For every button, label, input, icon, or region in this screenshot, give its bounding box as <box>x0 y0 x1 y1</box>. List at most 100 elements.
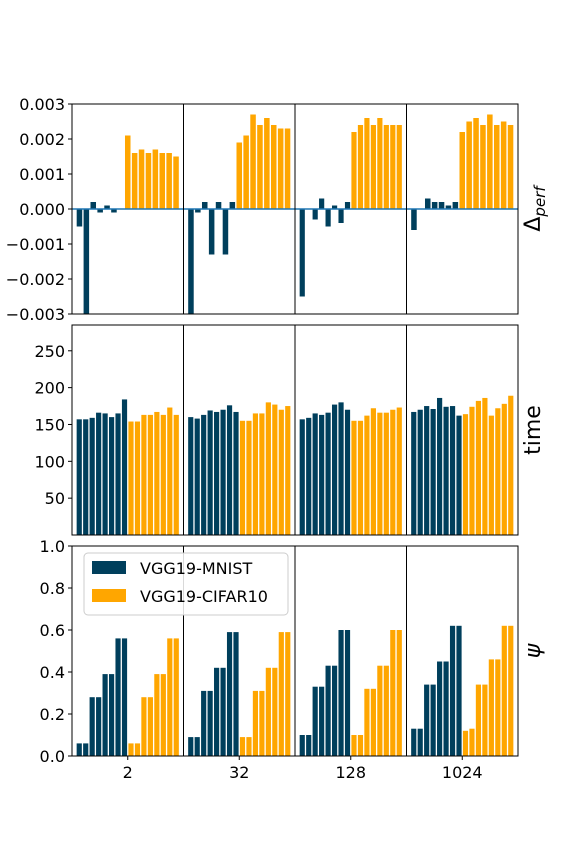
bar-cifar-g2-13 <box>383 412 389 535</box>
bar-cifar-g3-15 <box>508 625 514 756</box>
bar-mnist-g3-1 <box>417 728 423 756</box>
bar-cifar-g1-13 <box>272 667 278 756</box>
ytick-label: 0.4 <box>40 663 65 682</box>
legend: VGG19-MNIST VGG19-CIFAR10 <box>83 552 289 616</box>
bar-mnist-g2-0 <box>299 209 305 297</box>
bar-cifar-g2-15 <box>396 125 402 209</box>
bar-cifar-g3-10 <box>480 125 486 209</box>
ytick-label: −0.002 <box>6 270 65 289</box>
xtick-label: 1024 <box>442 763 483 782</box>
bar-cifar-g3-10 <box>475 684 482 756</box>
bar-mnist-g0-7 <box>121 399 128 535</box>
bar-cifar-g2-14 <box>390 125 396 209</box>
bar-mnist-g0-3 <box>96 697 102 756</box>
legend-label-mnist: VGG19-MNIST <box>140 559 253 578</box>
bar-mnist-g0-1 <box>83 209 90 314</box>
ytick-label: −0.001 <box>6 235 65 254</box>
bar-mnist-g2-4 <box>325 209 331 227</box>
bar-cifar-g1-10 <box>252 413 259 535</box>
bar-mnist-g3-3 <box>430 409 436 535</box>
bar-mnist-g0-0 <box>76 419 82 535</box>
bar-cifar-g3-13 <box>495 408 501 535</box>
bar-cifar-g3-11 <box>482 684 488 756</box>
bar-mnist-g1-2 <box>201 690 207 756</box>
ytick-label: 0.000 <box>19 200 65 219</box>
bar-cifar-g1-7 <box>236 142 243 209</box>
bar-cifar-g3-7 <box>459 132 466 209</box>
bar-cifar-g2-8 <box>351 132 357 209</box>
bar-mnist-g3-2 <box>424 198 431 209</box>
ytick-label: 0.8 <box>40 579 65 598</box>
bar-cifar-g0-10 <box>141 414 147 535</box>
bar-cifar-g3-12 <box>488 659 494 756</box>
bar-cifar-g0-8 <box>128 743 134 756</box>
bar-cifar-g0-12 <box>154 411 160 535</box>
bar-cifar-g2-8 <box>351 735 357 756</box>
bar-mnist-g1-2 <box>201 202 208 209</box>
y-axis-label: ψ <box>521 643 546 658</box>
bar-mnist-g3-0 <box>411 728 417 756</box>
bar-mnist-g2-6 <box>338 209 344 223</box>
bar-cifar-g1-9 <box>250 114 256 209</box>
bar-mnist-g0-0 <box>76 743 82 756</box>
ytick-label: 0.002 <box>19 130 65 149</box>
bar-cifar-g3-11 <box>487 114 493 209</box>
bar-cifar-g3-14 <box>507 125 514 209</box>
bar-mnist-g1-3 <box>207 410 213 535</box>
bar-cifar-g0-13 <box>160 414 166 535</box>
bar-mnist-g0-7 <box>121 638 128 756</box>
bar-mnist-g2-5 <box>331 205 338 209</box>
bar-cifar-g1-11 <box>264 118 270 209</box>
bar-cifar-g1-12 <box>265 402 271 535</box>
bar-cifar-g1-13 <box>277 128 284 209</box>
bar-cifar-g0-8 <box>131 153 138 209</box>
bar-cifar-g2-15 <box>396 407 402 535</box>
bar-mnist-g1-2 <box>201 414 207 535</box>
bar-cifar-g3-9 <box>469 406 475 535</box>
bar-cifar-g0-15 <box>173 638 179 756</box>
bar-mnist-g2-1 <box>306 417 312 535</box>
ytick-label: 1.0 <box>40 537 65 556</box>
bar-cifar-g1-14 <box>278 409 284 535</box>
bar-cifar-g2-13 <box>383 665 389 756</box>
bar-mnist-g0-4 <box>104 205 110 209</box>
ytick-label: 0.6 <box>40 621 65 640</box>
bar-mnist-g2-6 <box>338 630 344 756</box>
bar-mnist-g0-1 <box>83 419 89 535</box>
bar-cifar-g0-14 <box>167 638 173 756</box>
bar-mnist-g1-3 <box>207 690 213 756</box>
bar-cifar-g3-9 <box>469 728 475 756</box>
bar-cifar-g0-12 <box>154 674 160 756</box>
bar-cifar-g2-10 <box>364 118 370 209</box>
bar-mnist-g1-5 <box>222 209 229 255</box>
xtick-label: 2 <box>123 763 133 782</box>
bar-cifar-g2-15 <box>396 630 402 756</box>
bar-cifar-g3-13 <box>500 121 507 209</box>
bar-cifar-g3-9 <box>473 118 479 209</box>
bar-mnist-g3-0 <box>411 209 417 230</box>
bar-cifar-g1-11 <box>259 690 265 756</box>
bar-mnist-g3-4 <box>437 661 443 756</box>
bar-mnist-g0-6 <box>115 413 121 535</box>
bar-mnist-g0-5 <box>108 417 115 535</box>
y-axis-label: time <box>521 405 546 455</box>
bar-mnist-g2-3 <box>319 198 325 209</box>
ytick-label: 0.003 <box>19 95 65 114</box>
delta-perf-panel: −0.003 −0.002 −0.001 0.000 0.001 0.002 0.003 Δp… <box>6 95 549 324</box>
bar-mnist-g3-2 <box>424 684 430 756</box>
bar-cifar-g0-15 <box>173 414 179 535</box>
bar-cifar-g2-12 <box>377 412 383 535</box>
bar-mnist-g3-6 <box>452 202 459 209</box>
bar-mnist-g1-0 <box>188 737 194 756</box>
bar-mnist-g1-6 <box>226 405 233 535</box>
bar-mnist-g1-3 <box>208 209 215 255</box>
bar-cifar-g0-13 <box>160 674 166 756</box>
ytick-label: −0.003 <box>6 305 65 324</box>
axes-frame <box>71 545 519 757</box>
bar-mnist-g1-4 <box>214 411 220 535</box>
legend-swatch-mnist <box>92 561 126 574</box>
bar-cifar-g0-13 <box>166 153 172 209</box>
bar-mnist-g1-4 <box>214 667 220 756</box>
bar-cifar-g3-11 <box>482 397 488 535</box>
